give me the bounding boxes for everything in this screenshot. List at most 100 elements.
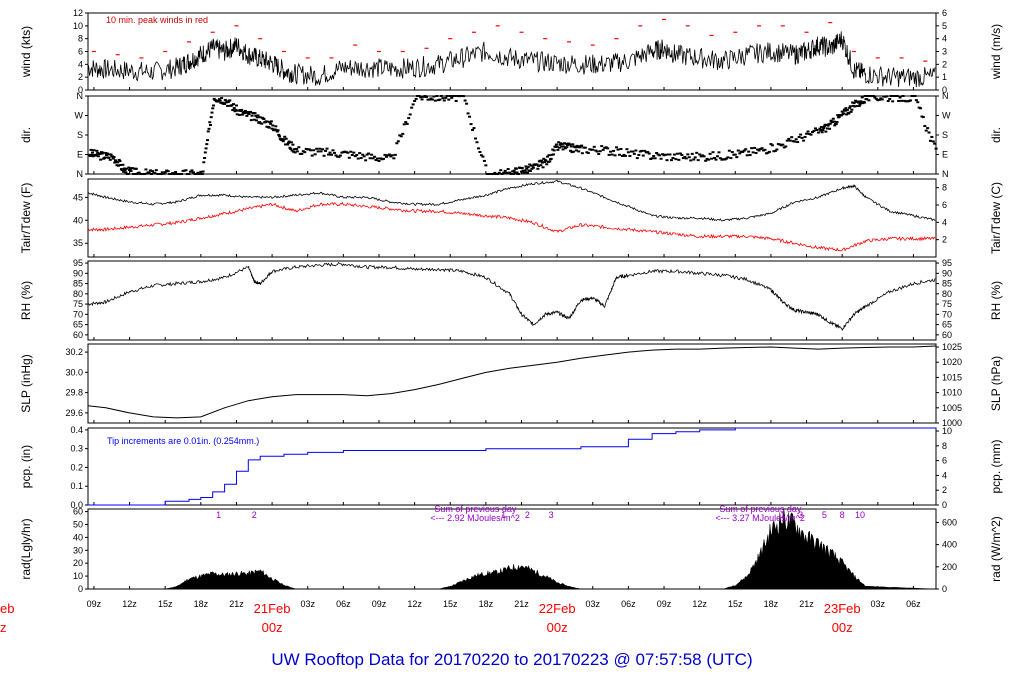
- direction-point: [583, 146, 587, 149]
- direction-point: [837, 115, 841, 118]
- slp-right-tick-label: 1005: [942, 403, 962, 413]
- direction-point: [880, 98, 884, 101]
- dir-ylabel-right: dir.: [989, 127, 1003, 143]
- direction-point: [665, 159, 669, 162]
- direction-point: [184, 169, 188, 172]
- direction-point: [151, 170, 155, 173]
- direction-point: [328, 151, 332, 154]
- direction-point: [278, 135, 282, 138]
- direction-point: [545, 163, 549, 166]
- direction-point: [287, 140, 291, 143]
- direction-point: [600, 145, 604, 148]
- direction-point: [402, 123, 406, 126]
- wind-speed-line: [87, 31, 936, 88]
- direction-point: [430, 98, 434, 101]
- direction-point: [831, 117, 835, 120]
- direction-point: [521, 169, 525, 172]
- direction-point: [210, 111, 214, 114]
- direction-point: [349, 150, 353, 153]
- direction-point: [933, 142, 937, 145]
- direction-point: [840, 110, 844, 113]
- direction-point: [465, 102, 469, 105]
- direction-point: [469, 123, 473, 126]
- direction-point: [748, 154, 752, 157]
- temperature-panel: [87, 178, 937, 258]
- direction-point: [820, 131, 824, 134]
- direction-point: [105, 152, 109, 155]
- direction-point: [94, 153, 98, 156]
- direction-point: [149, 173, 153, 175]
- direction-point: [329, 153, 333, 156]
- dir-left-tick-label: S: [77, 130, 83, 140]
- direction-point: [116, 161, 120, 164]
- direction-point: [575, 144, 579, 147]
- direction-point: [370, 153, 374, 156]
- rad-right-tick-label: 0: [942, 584, 947, 594]
- direction-point: [689, 159, 693, 162]
- rad-right-tick-label: 600: [942, 517, 957, 527]
- pcp-ylabel-right: pcp. (mm): [989, 439, 1003, 493]
- direction-point: [254, 114, 258, 117]
- direction-point: [108, 158, 112, 161]
- direction-point: [788, 139, 792, 142]
- direction-point: [646, 151, 650, 154]
- direction-point: [871, 95, 875, 97]
- rh-left-tick-label: 90: [73, 268, 83, 278]
- time-tick-label: 12z: [692, 599, 707, 609]
- direction-point: [690, 152, 694, 155]
- direction-point: [543, 161, 547, 164]
- direction-point: [123, 169, 127, 172]
- direction-point: [364, 159, 368, 162]
- pcp-right-tick-label: 6: [942, 456, 947, 466]
- direction-point: [387, 153, 391, 156]
- pcp-right-tick-label: 10: [942, 426, 952, 436]
- direction-point: [560, 145, 564, 148]
- direction-point: [405, 122, 409, 125]
- direction-point: [135, 173, 139, 175]
- direction-point: [246, 111, 250, 114]
- direction-point: [530, 167, 534, 170]
- direction-point: [286, 143, 290, 146]
- time-tick-label: 15z: [443, 599, 458, 609]
- direction-point: [886, 100, 890, 103]
- direction-point: [710, 157, 714, 160]
- direction-point: [835, 121, 839, 124]
- direction-point: [444, 96, 448, 99]
- peak-wind-note: 10 min. peak winds in red: [106, 15, 208, 25]
- direction-point: [199, 170, 203, 173]
- direction-point: [481, 155, 485, 158]
- direction-point: [166, 170, 170, 173]
- direction-point: [234, 108, 238, 111]
- direction-point: [99, 158, 103, 161]
- direction-point: [711, 151, 715, 154]
- direction-point: [512, 169, 516, 172]
- direction-point: [623, 154, 627, 157]
- direction-point: [438, 98, 442, 101]
- direction-point: [399, 135, 403, 138]
- direction-point: [233, 110, 237, 113]
- direction-point: [930, 135, 934, 138]
- direction-point: [404, 121, 408, 124]
- direction-point: [331, 149, 335, 152]
- rad-left-tick-label: 40: [73, 532, 83, 542]
- direction-point: [220, 97, 224, 100]
- direction-point: [441, 97, 445, 100]
- direction-point: [855, 104, 859, 107]
- direction-point: [289, 141, 293, 144]
- direction-point: [95, 149, 99, 152]
- direction-point: [232, 107, 236, 110]
- direction-point: [643, 149, 647, 152]
- direction-point: [260, 122, 264, 125]
- direction-point: [122, 170, 126, 173]
- direction-point: [218, 99, 222, 102]
- direction-point: [240, 108, 244, 111]
- direction-point: [144, 168, 148, 171]
- clipped-date-label: eb: [0, 601, 14, 616]
- direction-point: [847, 112, 851, 115]
- direction-point: [327, 153, 331, 156]
- direction-point: [503, 169, 507, 172]
- direction-point: [628, 154, 632, 157]
- direction-point: [664, 153, 668, 156]
- direction-point: [316, 150, 320, 153]
- direction-point: [88, 155, 92, 158]
